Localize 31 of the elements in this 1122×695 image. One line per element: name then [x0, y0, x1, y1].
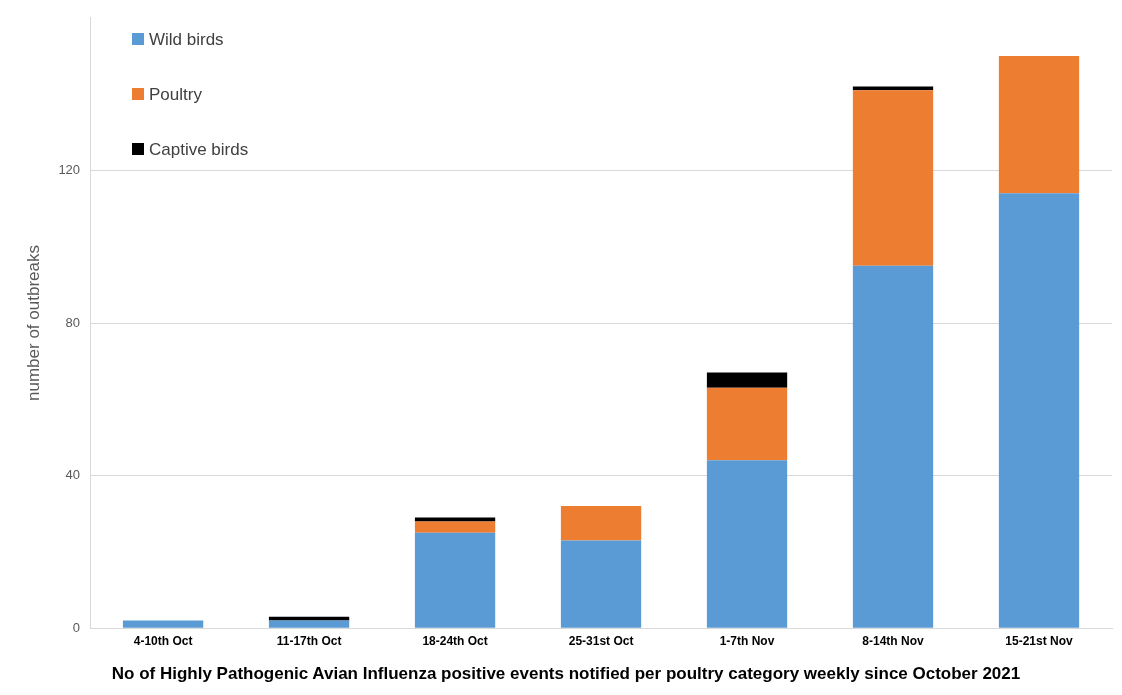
- y-tick-label: 0: [72, 619, 81, 635]
- legend-label: Wild birds: [149, 30, 224, 50]
- bar: [706, 372, 788, 388]
- bar: [852, 86, 934, 91]
- x-tick-label: 4-10th Oct: [133, 633, 193, 648]
- bar: [414, 532, 496, 628]
- y-tick-label: 40: [65, 467, 81, 483]
- x-tick-label: 1-7th Nov: [719, 633, 775, 648]
- x-tick-label: 25-31st Oct: [568, 633, 634, 648]
- bar: [998, 55, 1080, 194]
- text: No of Highly Pathogenic Avian Influenza positive events notified per poultry category weekly since October 2021: [111, 664, 1021, 684]
- legend-label: Captive birds: [149, 140, 249, 160]
- y-axis-title: number of outbreaks: [23, 245, 43, 401]
- x-tick-label: 15-21st Nov: [1005, 633, 1074, 648]
- bar: [706, 460, 788, 628]
- y-tick-label: 120: [58, 161, 81, 177]
- legend-label: Poultry: [149, 85, 202, 105]
- bar: [852, 90, 934, 266]
- bar: [268, 620, 350, 628]
- x-tick-label: 18-24th Oct: [422, 633, 488, 648]
- bar: [122, 620, 204, 628]
- bar: [268, 616, 350, 621]
- bar: [560, 506, 642, 541]
- y-tick-label: 80: [65, 314, 81, 330]
- bar: [852, 265, 934, 628]
- bar: [998, 193, 1080, 628]
- bar: [706, 387, 788, 461]
- bar: [414, 521, 496, 533]
- x-tick-label: 8-14th Nov: [862, 633, 925, 648]
- x-tick-label: 11-17th Oct: [276, 633, 342, 648]
- bar: [560, 540, 642, 628]
